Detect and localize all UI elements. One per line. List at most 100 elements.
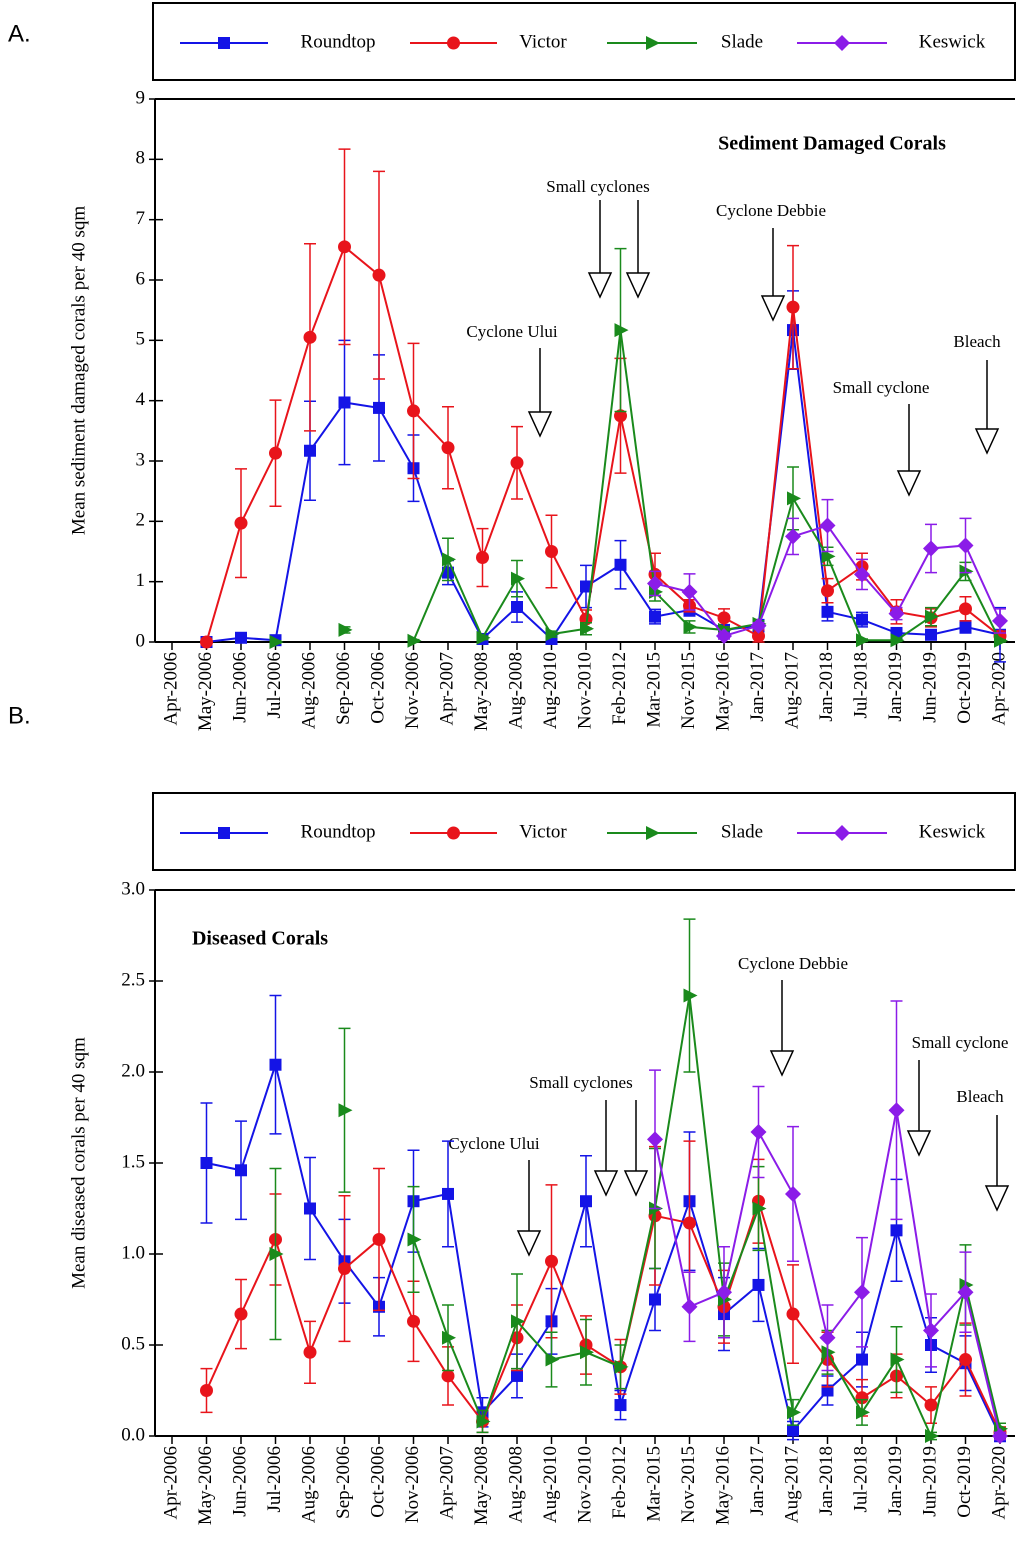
- marker: [752, 1278, 765, 1291]
- x-tick-label: Mar-2015: [643, 652, 664, 728]
- x-tick-label: Apr-2020: [988, 652, 1009, 726]
- marker: [545, 1254, 558, 1268]
- marker: [959, 1353, 972, 1367]
- marker: [787, 1424, 799, 1437]
- x-tick-label: Jul-2006: [264, 652, 285, 719]
- series-line: [206, 1061, 1001, 1437]
- y-tick-label: 1.5: [121, 1151, 145, 1172]
- x-tick-label: Jan-2017: [747, 652, 768, 722]
- annotation: Small cyclone: [833, 378, 930, 397]
- y-axis-label: Mean sediment damaged corals per 40 sqm: [68, 206, 89, 535]
- marker: [834, 35, 850, 51]
- marker: [924, 1398, 938, 1412]
- marker: [218, 37, 230, 49]
- marker: [785, 1185, 801, 1202]
- legend-box: [152, 2, 1016, 81]
- marker: [511, 571, 525, 586]
- marker: [442, 1187, 454, 1200]
- legend-label: Keswick: [919, 821, 986, 842]
- marker: [925, 1429, 939, 1443]
- x-tick-label: Apr-2020: [988, 1446, 1009, 1520]
- legend-label: Slade: [721, 821, 763, 842]
- x-tick-label: Feb-2012: [609, 1446, 630, 1519]
- x-tick-label: Mar-2015: [643, 1446, 664, 1522]
- x-tick-label: Aug-2017: [781, 652, 802, 729]
- marker: [200, 1157, 213, 1169]
- marker: [614, 409, 627, 423]
- x-tick-label: May-2008: [471, 652, 492, 731]
- y-tick-label: 3: [136, 449, 146, 470]
- x-tick-label: Jun-2006: [229, 652, 250, 723]
- arrow-head: [984, 1185, 1010, 1212]
- annotation: Cyclone Ului: [466, 322, 557, 341]
- marker: [338, 240, 351, 254]
- marker: [447, 36, 460, 50]
- marker: [821, 605, 834, 618]
- annotation: Bleach: [956, 1087, 1004, 1106]
- x-tick-label: Nov-2006: [402, 652, 423, 729]
- marker: [218, 827, 230, 839]
- x-tick-label: Oct-2006: [367, 652, 388, 724]
- marker: [338, 622, 353, 637]
- marker: [338, 1103, 353, 1118]
- x-tick-label: Sep-2006: [333, 1446, 354, 1519]
- marker: [752, 629, 765, 643]
- legend-label: Roundtop: [301, 821, 376, 842]
- marker: [234, 1307, 248, 1321]
- y-tick-label: 0.5: [121, 1333, 145, 1354]
- marker: [511, 1369, 523, 1382]
- marker: [614, 323, 629, 338]
- legend-label: Keswick: [919, 31, 986, 52]
- marker: [649, 1293, 661, 1306]
- marker: [992, 1428, 1008, 1444]
- series-line: [412, 329, 1001, 642]
- legend-label: Slade: [721, 31, 763, 52]
- y-tick-label: 2.5: [121, 969, 145, 990]
- marker: [716, 1284, 732, 1301]
- marker: [441, 1369, 455, 1383]
- marker: [959, 564, 974, 579]
- marker: [752, 1201, 767, 1216]
- x-tick-label: Apr-2006: [160, 652, 181, 726]
- series-line: [205, 1197, 1001, 1433]
- marker: [787, 1405, 801, 1420]
- arrow-head: [516, 1230, 542, 1257]
- marker: [580, 580, 592, 593]
- marker: [681, 583, 698, 600]
- x-tick-label: Jul-2006: [264, 1446, 285, 1513]
- marker: [476, 551, 489, 565]
- marker: [957, 1284, 974, 1301]
- marker: [235, 631, 247, 644]
- marker: [856, 633, 870, 648]
- annotation: Cyclone Ului: [448, 1134, 539, 1153]
- y-tick-label: 0.0: [121, 1424, 145, 1445]
- x-tick-label: May-2016: [712, 1446, 733, 1525]
- marker: [923, 1322, 939, 1339]
- y-tick-label: 6: [136, 268, 146, 289]
- x-tick-label: Jan-2018: [816, 1446, 837, 1516]
- marker: [646, 826, 660, 840]
- legend-label: Victor: [519, 821, 567, 842]
- legend-label: Victor: [519, 31, 567, 52]
- marker: [545, 627, 560, 642]
- arrow-head: [760, 295, 786, 322]
- marker: [750, 1124, 767, 1141]
- arrow-head: [625, 272, 651, 299]
- marker: [442, 1330, 456, 1345]
- marker: [614, 558, 627, 571]
- x-tick-label: Aug-2006: [298, 1446, 319, 1523]
- marker: [786, 1307, 800, 1321]
- marker: [580, 1195, 592, 1208]
- marker: [407, 404, 420, 418]
- arrow-head: [527, 411, 553, 438]
- marker: [821, 584, 834, 598]
- arrow-head: [769, 1050, 795, 1077]
- y-tick-label: 1.0: [121, 1242, 145, 1263]
- marker: [994, 633, 1008, 648]
- x-tick-label: Aug-2017: [781, 1446, 802, 1523]
- marker: [338, 1262, 351, 1276]
- marker: [890, 1352, 905, 1367]
- marker: [200, 1384, 213, 1397]
- x-tick-label: May-2006: [195, 1446, 216, 1525]
- annotation: Small cyclones: [546, 177, 649, 196]
